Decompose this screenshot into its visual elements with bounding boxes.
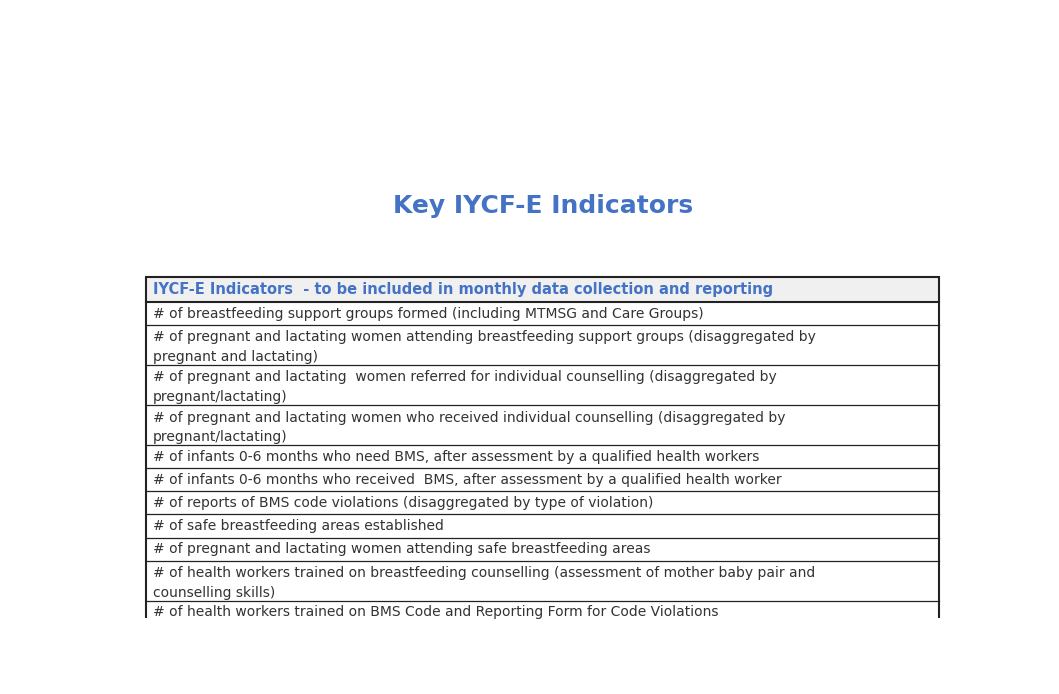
Text: # of reports of BMS code violations (disaggregated by type of violation): # of reports of BMS code violations (dis… xyxy=(152,496,653,510)
Bar xyxy=(146,561,939,601)
Text: # of infants 0-6 months who received  BMS, after assessment by a qualified healt: # of infants 0-6 months who received BMS… xyxy=(152,473,782,486)
Text: # of safe breastfeeding areas established: # of safe breastfeeding areas establishe… xyxy=(152,519,444,533)
Bar xyxy=(146,468,939,491)
Bar xyxy=(146,302,939,325)
Text: # of infants 0-6 months who need BMS, after assessment by a qualified health wor: # of infants 0-6 months who need BMS, af… xyxy=(152,450,759,464)
Bar xyxy=(146,325,939,365)
Bar xyxy=(146,365,939,405)
Bar xyxy=(146,601,939,624)
Bar xyxy=(146,278,939,302)
Text: IYCF-E Indicators  - to be included in monthly data collection and reporting: IYCF-E Indicators - to be included in mo… xyxy=(152,282,773,297)
Bar xyxy=(146,491,939,514)
Text: Key IYCF-E Indicators: Key IYCF-E Indicators xyxy=(393,194,693,219)
Bar xyxy=(146,538,939,561)
Text: # of health workers trained on breastfeeding counselling (assessment of mother b: # of health workers trained on breastfee… xyxy=(152,566,814,600)
Bar xyxy=(146,445,939,468)
Text: # of health workers trained on BMS Code and Reporting Form for Code Violations: # of health workers trained on BMS Code … xyxy=(152,605,718,619)
Text: # of pregnant and lactating women attending safe breastfeeding areas: # of pregnant and lactating women attend… xyxy=(152,542,650,556)
Text: # of pregnant and lactating  women referred for individual counselling (disaggre: # of pregnant and lactating women referr… xyxy=(152,371,776,404)
Bar xyxy=(146,405,939,445)
Text: # of pregnant and lactating women attending breastfeeding support groups (disagg: # of pregnant and lactating women attend… xyxy=(152,330,815,364)
Text: # of breastfeeding support groups formed (including MTMSG and Care Groups): # of breastfeeding support groups formed… xyxy=(152,307,703,321)
Text: # of pregnant and lactating women who received individual counselling (disaggreg: # of pregnant and lactating women who re… xyxy=(152,411,785,444)
Bar xyxy=(146,514,939,538)
